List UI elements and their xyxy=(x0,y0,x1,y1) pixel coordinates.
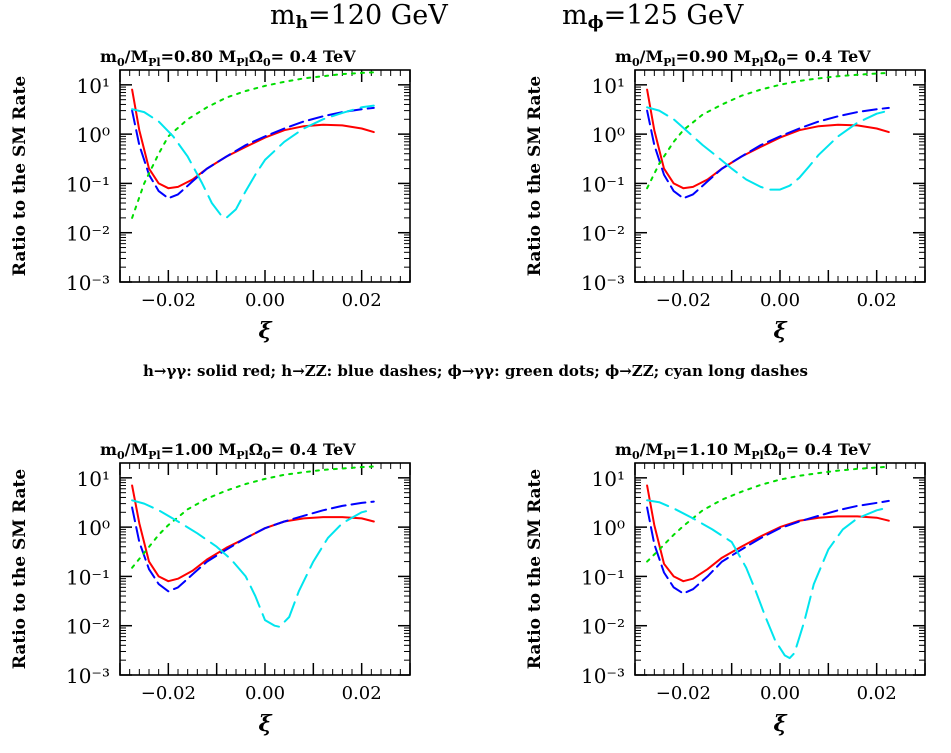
chart-top-right: m0/MPl=0.90 MPlΩ0= 0.4 TeV 10⁻³ 10⁻² 10⁻¹ 10… xyxy=(525,47,926,344)
y-tick-label: 10⁰ xyxy=(592,516,625,540)
x-tick-label: 0.00 xyxy=(245,290,285,311)
y-tick-label: 10⁰ xyxy=(592,123,625,147)
x-tick-label: −0.02 xyxy=(656,290,711,311)
chart-bottom-left: m0/MPl=1.00 MPlΩ0= 0.4 TeV 10⁻³ 10⁻² 10⁻¹ 10… xyxy=(10,440,411,737)
mphi-symbol: m xyxy=(562,0,588,31)
y-tick-label: 10⁻² xyxy=(66,615,110,639)
x-axis-label: ξ xyxy=(258,711,272,737)
y-tick-label: 10⁻³ xyxy=(66,664,110,688)
legend-caption: h→γγ: solid red; h→ZZ: blue dashes; ϕ→γγ… xyxy=(143,362,808,380)
chart-title: m0/MPl=0.90 MPlΩ0= 0.4 TeV xyxy=(615,47,871,69)
mphi-value: =125 GeV xyxy=(603,0,744,31)
y-tick-label: 10⁻² xyxy=(66,222,110,246)
mphi-subscript: ϕ xyxy=(587,13,604,33)
chart-bottom-right: m0/MPl=1.10 MPlΩ0= 0.4 TeV 10⁻³ 10⁻² 10⁻¹ 10… xyxy=(525,440,926,737)
x-tick-label: 0.00 xyxy=(760,683,800,704)
phi-zz-series xyxy=(131,499,375,628)
h-gamgam-series xyxy=(131,484,375,583)
phi-zz-series xyxy=(131,104,375,219)
x-tick-label: −0.02 xyxy=(141,683,196,704)
chart-top-left: m0/MPl=0.80 MPlΩ0= 0.4 TeV 10⁻³ 10⁻² 10⁻¹ 10… xyxy=(10,47,411,344)
x-tick-label: 0.02 xyxy=(857,683,897,704)
y-axis-label: Ratio to the SM Rate xyxy=(10,469,30,670)
y-axis-label: Ratio to the SM Rate xyxy=(525,469,545,670)
chart-title: m0/MPl=1.00 MPlΩ0= 0.4 TeV xyxy=(100,440,356,462)
y-tick-label: 10⁻¹ xyxy=(581,172,625,196)
plot-frame xyxy=(119,462,411,676)
chart-title: m0/MPl=1.10 MPlΩ0= 0.4 TeV xyxy=(615,440,871,462)
phi-zz-series xyxy=(646,106,890,191)
y-tick-label: 10¹ xyxy=(592,74,625,98)
y-axis-label: Ratio to the SM Rate xyxy=(525,76,545,277)
y-tick-label: 10⁻³ xyxy=(581,271,625,295)
x-tick-label: 0.02 xyxy=(857,290,897,311)
h-gamgam-series xyxy=(131,88,375,190)
plot-frame xyxy=(634,69,926,283)
mh-symbol: m xyxy=(270,0,296,31)
y-tick-label: 10⁻³ xyxy=(66,271,110,295)
h-gamgam-series xyxy=(646,484,890,583)
h-gamgam-series xyxy=(646,88,890,190)
h-zz-series xyxy=(646,106,890,200)
y-tick-label: 10⁰ xyxy=(77,516,110,540)
x-tick-label: −0.02 xyxy=(656,683,711,704)
x-axis-label: ξ xyxy=(773,711,787,737)
plot-frame xyxy=(119,69,411,283)
y-tick-label: 10⁻¹ xyxy=(581,565,625,589)
x-axis-label: ξ xyxy=(258,318,272,344)
phi-gamgam-series xyxy=(646,71,890,190)
y-tick-label: 10⁻¹ xyxy=(66,565,110,589)
y-tick-label: 10⁻² xyxy=(581,222,625,246)
x-tick-label: 0.02 xyxy=(342,683,382,704)
mh-header: mh=120 GeV xyxy=(270,0,448,33)
y-axis-label: Ratio to the SM Rate xyxy=(10,76,30,277)
phi-gamgam-series xyxy=(131,71,375,219)
y-tick-label: 10¹ xyxy=(592,467,625,491)
y-tick-label: 10⁻² xyxy=(581,615,625,639)
plot-frame xyxy=(634,462,926,676)
x-tick-label: −0.02 xyxy=(141,290,196,311)
h-zz-series xyxy=(131,106,375,200)
x-tick-label: 0.00 xyxy=(245,683,285,704)
h-zz-series xyxy=(646,499,890,595)
x-axis-label: ξ xyxy=(773,318,787,344)
y-tick-label: 10⁰ xyxy=(77,123,110,147)
chart-title: m0/MPl=0.80 MPlΩ0= 0.4 TeV xyxy=(100,47,356,69)
mh-value: =120 GeV xyxy=(307,0,448,31)
y-tick-label: 10⁻³ xyxy=(581,664,625,688)
x-tick-label: 0.02 xyxy=(342,290,382,311)
y-tick-label: 10⁻¹ xyxy=(66,172,110,196)
mh-subscript: h xyxy=(295,13,308,33)
y-tick-label: 10¹ xyxy=(77,74,110,98)
y-tick-label: 10¹ xyxy=(77,467,110,491)
h-zz-series xyxy=(131,500,375,593)
x-tick-label: 0.00 xyxy=(760,290,800,311)
phi-zz-series xyxy=(646,499,890,660)
mphi-header: mϕ=125 GeV xyxy=(562,0,743,33)
phi-gamgam-series xyxy=(131,465,375,569)
